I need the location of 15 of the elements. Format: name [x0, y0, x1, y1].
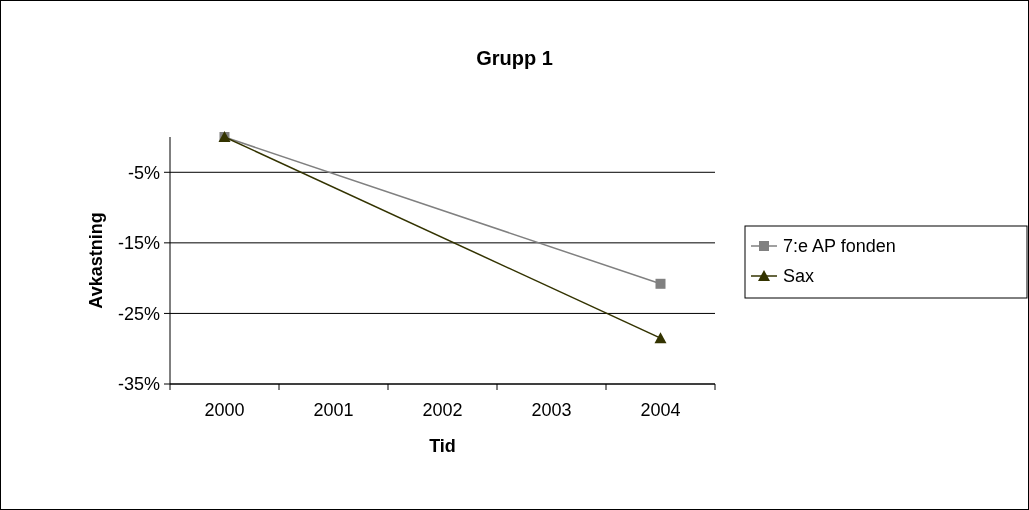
x-tick-label: 2003 — [531, 400, 572, 420]
y-tick-label: -25% — [117, 303, 160, 324]
x-tick-label: 2004 — [640, 400, 681, 420]
y-tick-label: -5% — [127, 162, 160, 183]
point — [655, 278, 666, 289]
x-tick-label: 2001 — [313, 400, 354, 420]
y-tick-label: -35% — [117, 374, 160, 395]
legend-label: Sax — [783, 266, 815, 287]
y-tick-label: -15% — [117, 233, 160, 254]
x-tick-label: 2000 — [204, 400, 245, 420]
y-axis-title: Avkastning — [86, 212, 106, 309]
x-axis-title: Tid — [429, 436, 456, 456]
x-tick-label: 2002 — [422, 400, 463, 420]
legend-label: 7:e AP fonden — [783, 236, 896, 257]
chart-title: Grupp 1 — [476, 47, 553, 69]
